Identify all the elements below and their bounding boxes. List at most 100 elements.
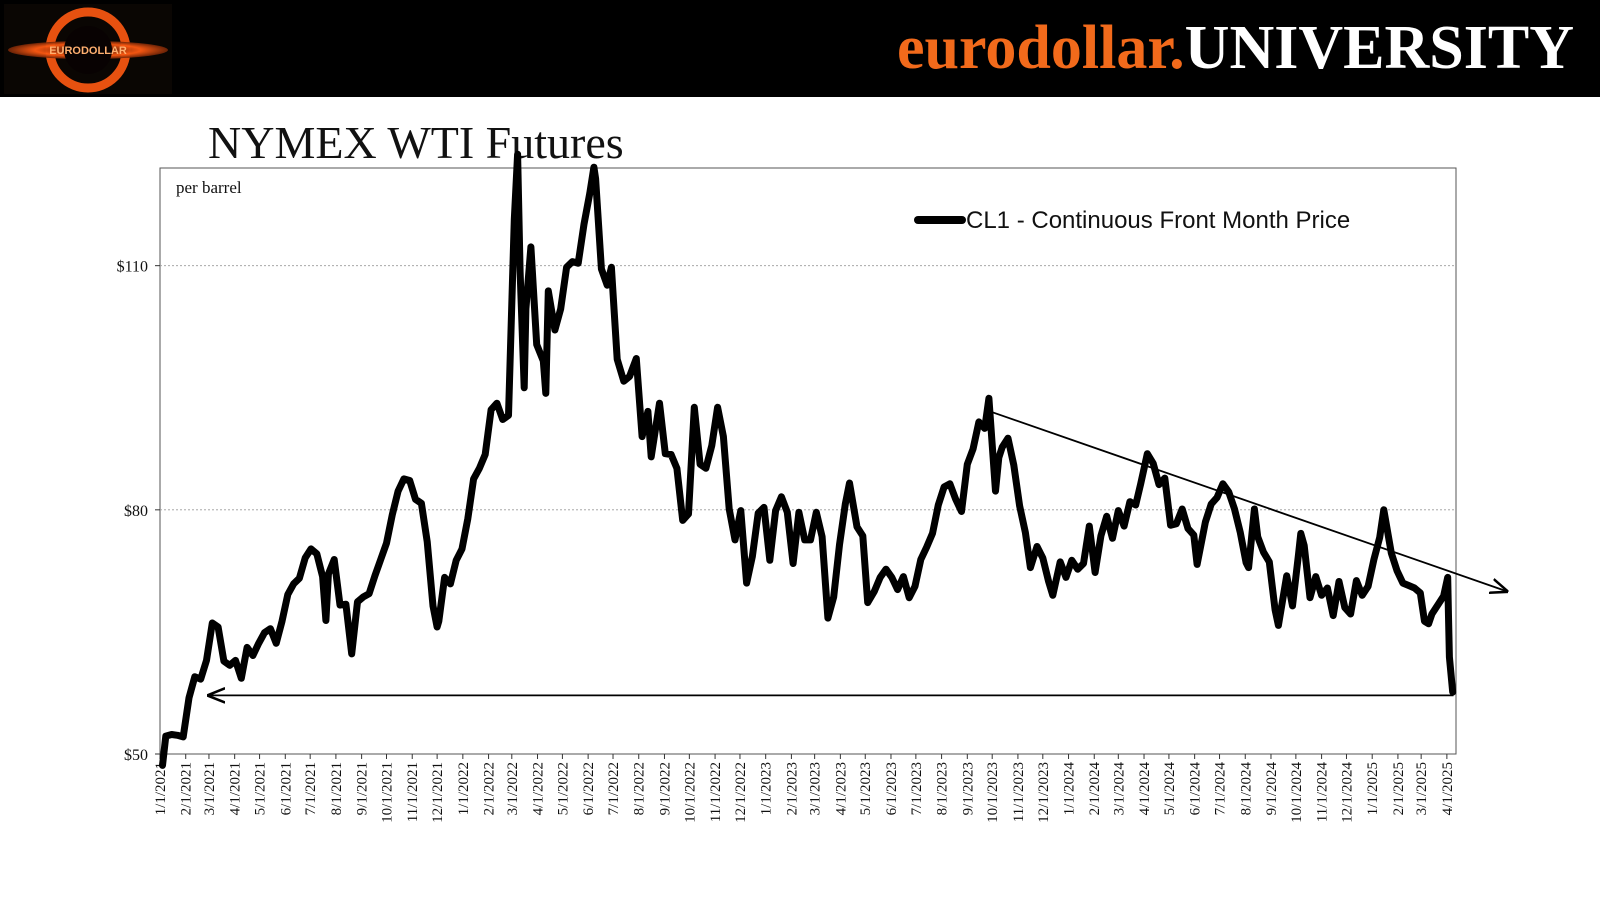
x-tick-label: 11/1/2022 — [708, 762, 724, 822]
x-tick-label: 5/1/2024 — [1162, 762, 1178, 816]
data-point — [267, 626, 273, 632]
data-point — [1348, 611, 1354, 617]
data-point — [500, 417, 506, 422]
data-point — [494, 400, 500, 406]
data-point — [1412, 585, 1417, 591]
data-point — [442, 574, 448, 580]
data-point — [1275, 622, 1281, 628]
data-point — [1075, 566, 1081, 572]
data-point — [668, 452, 674, 457]
data-point — [686, 511, 691, 517]
x-tick-label: 4/1/2021 — [228, 762, 244, 815]
x-tick-label: 10/1/2024 — [1289, 762, 1305, 823]
x-tick-label: 7/1/2022 — [606, 762, 622, 815]
data-point — [1243, 560, 1249, 566]
data-point — [296, 575, 302, 581]
data-point — [1162, 475, 1168, 481]
data-point — [1069, 557, 1075, 563]
data-point — [1173, 521, 1179, 527]
x-tick-label: 6/1/2023 — [884, 762, 900, 815]
data-point — [1027, 565, 1033, 571]
x-tick-label: 1/1/2021 — [153, 762, 169, 815]
data-point — [790, 561, 796, 566]
data-point — [169, 732, 175, 737]
data-point — [854, 524, 860, 530]
data-point — [1104, 513, 1110, 519]
data-point — [465, 516, 471, 522]
x-tick-label: 4/1/2023 — [833, 762, 849, 815]
logo-text: EURODOLLAR — [49, 45, 127, 57]
x-tick-label: 9/1/2024 — [1264, 762, 1280, 816]
x-tick-label: 5/1/2021 — [253, 762, 269, 815]
x-tick-label: 5/1/2022 — [555, 762, 571, 815]
data-point — [796, 509, 802, 515]
header-bar: EURODOLLAR eurodollar.UNIVERSITY — [0, 0, 1600, 97]
data-point — [773, 508, 779, 514]
data-point — [1284, 573, 1290, 579]
data-point — [366, 591, 372, 597]
data-point — [233, 657, 238, 663]
data-point — [1381, 507, 1387, 513]
data-point — [1005, 435, 1011, 441]
data-point — [674, 465, 680, 471]
data-point — [384, 540, 389, 546]
x-tick-label: 7/1/2024 — [1213, 762, 1229, 816]
legend-label: CL1 - Continuous Front Month Price — [966, 207, 1350, 234]
data-point — [819, 534, 825, 540]
data-point — [279, 618, 285, 624]
x-tick-label: 4/1/2024 — [1137, 762, 1153, 816]
data-point — [349, 651, 355, 657]
data-point — [407, 478, 413, 483]
data-point — [1034, 544, 1040, 549]
data-point — [558, 306, 564, 312]
x-tick-label: 9/1/2021 — [355, 762, 371, 815]
data-point — [1435, 602, 1441, 608]
data-point — [250, 653, 256, 658]
x-tick-label: 12/1/2021 — [430, 762, 446, 823]
data-point — [604, 282, 610, 288]
data-point — [476, 465, 482, 471]
data-point — [947, 481, 953, 487]
data-point — [895, 587, 901, 593]
data-point — [389, 512, 395, 518]
data-point — [633, 356, 639, 361]
data-point — [198, 676, 204, 682]
x-tick-label: 1/1/2023 — [759, 762, 775, 815]
data-point — [545, 288, 551, 294]
data-point — [767, 557, 773, 563]
data-point — [1063, 574, 1069, 580]
data-point — [204, 657, 209, 663]
annotations — [209, 411, 1507, 695]
data-point — [1110, 535, 1115, 541]
data-point — [802, 537, 808, 543]
x-tick-label: 7/1/2023 — [909, 762, 925, 815]
data-point — [163, 733, 169, 739]
data-point — [1133, 502, 1139, 508]
data-point — [1301, 543, 1307, 549]
data-point — [726, 506, 732, 512]
data-point — [614, 356, 620, 362]
x-tick-label: 3/1/2024 — [1111, 762, 1127, 816]
data-point — [1251, 506, 1257, 512]
data-point — [808, 537, 813, 543]
data-point — [418, 500, 424, 506]
data-point — [1246, 565, 1252, 571]
data-point — [1313, 574, 1319, 580]
data-point — [959, 509, 964, 514]
data-point — [930, 530, 935, 536]
data-point — [1394, 568, 1400, 574]
data-point — [515, 151, 521, 157]
series-layer — [159, 150, 1457, 769]
data-point — [755, 510, 761, 516]
data-point — [883, 566, 889, 572]
data-point — [1127, 499, 1133, 505]
data-point — [877, 574, 883, 580]
brand-part-2: UNIVERSITY — [1184, 14, 1574, 82]
data-point — [982, 425, 988, 431]
data-point — [1446, 614, 1451, 619]
x-tick-label: 5/1/2023 — [858, 762, 874, 815]
data-point — [221, 658, 227, 664]
data-point — [1290, 603, 1295, 609]
data-point — [447, 581, 453, 587]
